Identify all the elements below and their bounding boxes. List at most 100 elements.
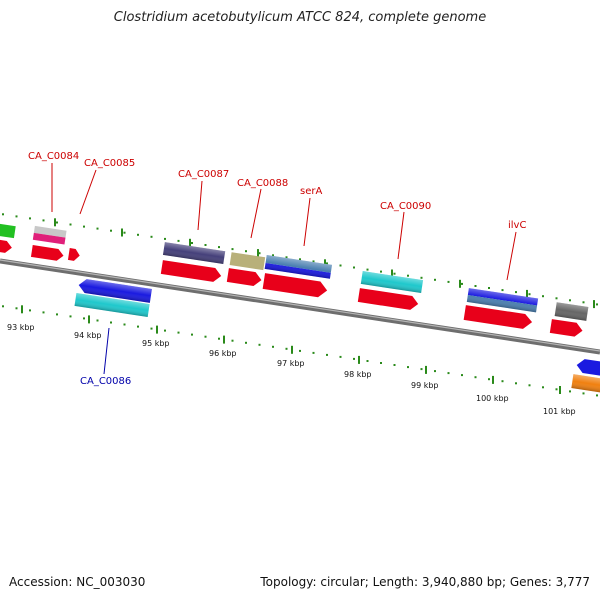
kbp-label: 98 kbp — [344, 370, 372, 379]
feature-bar[interactable] — [32, 232, 66, 245]
minor-tick — [15, 215, 18, 218]
blue-cds-arrow[interactable] — [576, 358, 600, 377]
minor-tick — [366, 360, 369, 362]
kbp-label: 95 kbp — [142, 339, 170, 348]
minor-tick — [515, 291, 517, 294]
minor-tick — [15, 307, 18, 310]
minor-tick — [501, 380, 504, 383]
minor-tick — [177, 239, 180, 242]
minor-tick — [582, 301, 585, 304]
minor-tick — [407, 274, 409, 277]
genome-stats-text: Topology: circular; Length: 3,940,880 bp… — [260, 575, 590, 589]
minor-tick — [420, 368, 423, 371]
minor-tick — [272, 345, 274, 348]
gene-label[interactable]: CA_C0087 — [178, 169, 229, 180]
gene-label[interactable]: CA_C0090 — [380, 201, 431, 212]
minor-tick — [542, 386, 544, 389]
major-tick — [526, 289, 528, 298]
minor-tick — [272, 254, 274, 257]
minor-tick — [380, 362, 382, 364]
lower-tick-track — [2, 305, 598, 397]
minor-tick — [596, 303, 598, 306]
minor-tick — [326, 353, 328, 356]
minor-tick — [555, 388, 558, 391]
major-tick — [121, 228, 123, 237]
major-tick — [291, 345, 293, 354]
minor-tick — [366, 268, 369, 271]
gene-label[interactable]: serA — [300, 186, 322, 197]
kbp-label: 101 kbp — [543, 407, 576, 416]
minor-tick — [434, 370, 436, 373]
minor-tick — [474, 285, 477, 287]
minor-tick — [528, 293, 531, 296]
red-cds-arrow[interactable] — [30, 245, 64, 262]
red-cds-arrow[interactable] — [463, 305, 533, 330]
minor-tick — [231, 248, 234, 251]
minor-tick — [434, 278, 436, 281]
gene-labels: CA_C0084 CA_C0085 CA_C0087 CA_C0088 serA… — [28, 151, 526, 231]
minor-tick — [137, 233, 139, 236]
minor-tick — [96, 319, 99, 322]
minor-tick — [2, 213, 4, 216]
minor-tick — [123, 231, 126, 234]
kbp-scale: 93 kbp 94 kbp 95 kbp 96 kbp 97 kbp 98 kb… — [7, 323, 576, 416]
minor-tick — [393, 272, 396, 275]
minor-tick — [488, 378, 490, 381]
minor-tick — [69, 223, 72, 226]
minor-tick — [258, 252, 261, 255]
red-cds-arrow[interactable] — [160, 260, 222, 283]
minor-tick — [42, 311, 45, 314]
minor-tick — [96, 227, 99, 230]
gene-label[interactable]: CA_C0086 — [80, 376, 131, 387]
major-tick — [88, 315, 90, 324]
label-leaders — [51, 163, 517, 281]
minor-tick — [312, 351, 315, 354]
red-cds-arrow[interactable] — [0, 238, 13, 254]
minor-tick — [528, 384, 531, 387]
kbp-label: 96 kbp — [209, 349, 237, 358]
major-tick — [156, 325, 158, 334]
minor-tick — [596, 394, 598, 397]
minor-tick — [204, 244, 207, 246]
minor-tick — [285, 256, 288, 259]
minor-tick — [56, 221, 58, 224]
minor-tick — [150, 235, 153, 238]
minor-tick — [218, 337, 220, 340]
major-tick — [459, 279, 461, 288]
gene-label[interactable]: CA_C0088 — [237, 178, 288, 189]
minor-tick — [164, 237, 166, 240]
feature-bar[interactable] — [229, 252, 266, 271]
red-cds-arrow[interactable] — [67, 248, 81, 262]
major-tick — [391, 269, 393, 278]
feature-track — [0, 222, 589, 321]
major-tick — [257, 249, 259, 258]
minor-tick — [123, 323, 126, 326]
minor-tick — [245, 341, 247, 344]
gene-label[interactable]: CA_C0084 — [28, 151, 79, 162]
red-cds-arrow[interactable] — [549, 319, 584, 338]
red-cds-arrow[interactable] — [262, 273, 329, 298]
genome-title: Clostridium acetobutylicum ATCC 824, com… — [113, 10, 487, 25]
minor-tick — [542, 295, 544, 298]
minor-tick — [245, 250, 247, 253]
feature-bar[interactable] — [33, 225, 67, 238]
genome-backbone — [0, 258, 600, 355]
lower-feature-track — [74, 279, 600, 395]
red-cds-arrow[interactable] — [357, 288, 419, 311]
major-tick — [593, 300, 595, 309]
red-cds-arrow[interactable] — [226, 268, 263, 287]
major-tick — [358, 355, 360, 364]
genome-backbone-highlight — [0, 259, 600, 352]
gene-label[interactable]: CA_C0085 — [84, 158, 135, 169]
feature-bar[interactable] — [0, 222, 16, 239]
minor-tick — [299, 258, 301, 261]
minor-tick — [312, 260, 315, 263]
minor-tick — [447, 280, 450, 283]
minor-tick — [353, 357, 355, 360]
minor-tick — [218, 246, 220, 249]
gene-label[interactable]: ilvC — [508, 220, 526, 231]
minor-tick — [488, 287, 490, 289]
minor-tick — [83, 317, 85, 320]
upper-tick-track — [2, 213, 598, 309]
minor-tick — [339, 264, 342, 267]
